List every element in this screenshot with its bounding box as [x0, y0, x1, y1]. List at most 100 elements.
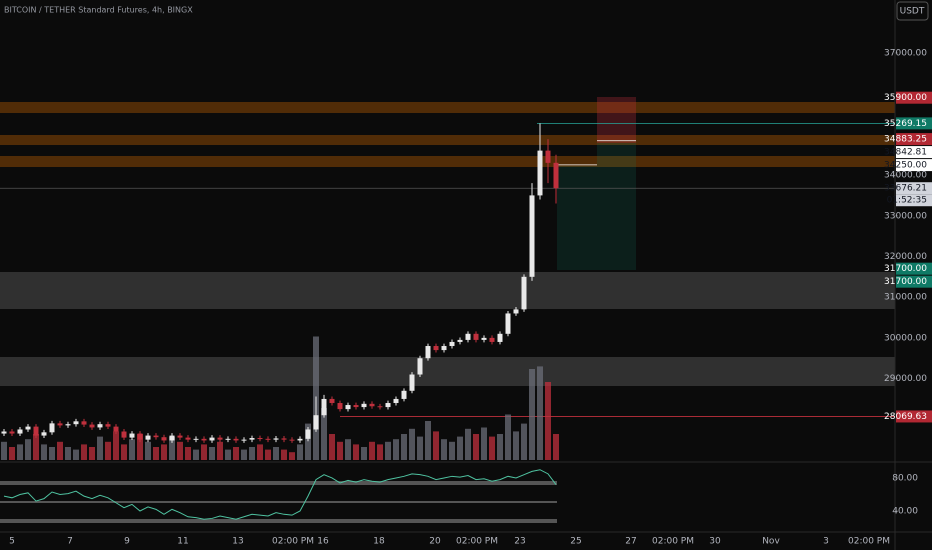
candle-body	[105, 424, 111, 427]
candle-body	[473, 333, 479, 340]
volume-bar	[177, 441, 183, 460]
price-tag-label: 35269.15	[884, 119, 927, 129]
volume-bar	[129, 439, 135, 460]
candle-body	[201, 438, 207, 441]
candle-body	[209, 437, 215, 441]
price-tag	[896, 133, 932, 146]
volume-bar	[417, 436, 423, 460]
x-tick-label: 02:00 PM	[456, 537, 498, 547]
volume-bar	[209, 447, 215, 460]
candle-body	[65, 424, 71, 426]
volume-bar	[377, 444, 383, 460]
resistance-zone	[0, 156, 895, 167]
volume-bar	[329, 434, 335, 460]
volume-bar	[521, 423, 527, 460]
volume-bar	[41, 444, 47, 460]
volume-bar	[25, 439, 31, 460]
currency-button[interactable]	[896, 1, 929, 21]
currency-label[interactable]: USDT	[900, 7, 925, 17]
rsi-band	[0, 481, 557, 485]
volume-bar	[265, 449, 271, 460]
resistance-zone	[0, 135, 895, 145]
candle-body	[409, 374, 415, 391]
volume-bar	[553, 434, 559, 460]
x-tick-label: 23	[514, 537, 525, 547]
volume-bar	[225, 449, 231, 460]
candle-body	[129, 433, 135, 438]
candle-body	[41, 432, 47, 436]
y-tick-label: 30000.00	[884, 333, 927, 343]
chart-title: BITCOIN / TETHER Standard Futures, 4h, B…	[4, 6, 193, 15]
y-tick-label: 32000.00	[884, 252, 927, 262]
volume-bar	[289, 452, 295, 460]
volume-bar	[409, 428, 415, 460]
candle-body	[489, 337, 495, 342]
candle-body	[241, 439, 247, 441]
support-zone	[0, 357, 895, 386]
target-box	[557, 166, 597, 270]
candle-body	[177, 435, 183, 438]
price-tag-label: 31700.00	[884, 264, 927, 274]
candle-body	[73, 421, 79, 425]
volume-bar	[465, 428, 471, 460]
candle-body	[97, 424, 103, 428]
volume-bar	[385, 441, 391, 460]
candle-body	[249, 438, 255, 440]
volume-bar	[353, 444, 359, 460]
volume-bar	[201, 444, 207, 460]
volume-bar	[81, 444, 87, 460]
volume-bar	[9, 447, 15, 460]
volume-bar	[497, 434, 503, 460]
candle-body	[33, 426, 39, 436]
volume-bar	[249, 447, 255, 460]
volume-bar	[161, 444, 167, 460]
candle-body	[9, 431, 15, 434]
x-tick-label: 27	[625, 537, 636, 547]
candle-body	[169, 435, 175, 441]
candle-body	[313, 415, 319, 430]
volume-bar	[233, 447, 239, 460]
candle-body	[385, 403, 391, 408]
candle-body	[89, 424, 95, 428]
price-tag	[896, 410, 932, 423]
candle-body	[57, 423, 63, 426]
volume-bar	[33, 434, 39, 460]
candle-body	[513, 309, 519, 314]
candle-body	[321, 398, 327, 416]
volume-bar	[297, 444, 303, 460]
x-tick-label: 02:00 PM	[272, 537, 314, 547]
candle-body	[233, 438, 239, 441]
candle-body	[329, 398, 335, 404]
volume-bar	[513, 431, 519, 460]
x-tick-label: 18	[373, 537, 385, 547]
volume-bar	[121, 444, 127, 460]
y-tick-label: 37000.00	[884, 48, 927, 58]
price-tag-label: 28069.63	[884, 412, 927, 422]
candle-body	[273, 438, 279, 440]
rsi-band	[0, 519, 557, 523]
candle-body	[121, 431, 127, 438]
candle-body	[425, 346, 431, 359]
volume-bar	[321, 408, 327, 460]
volume-bar	[481, 427, 487, 460]
price-tag	[896, 91, 932, 104]
candle-body	[17, 429, 23, 434]
price-tag-label: 34250.00	[884, 161, 927, 171]
candle-body	[185, 437, 191, 440]
price-tag-label: 33676.21	[884, 184, 927, 194]
volume-bar	[273, 447, 279, 460]
price-tag-label: 31700.00	[884, 277, 927, 287]
candle-body	[137, 433, 143, 440]
candle-body	[361, 403, 367, 408]
x-tick-label: 30	[709, 537, 721, 547]
volume-bar	[545, 382, 551, 460]
volume-bar	[361, 447, 367, 460]
candle-body	[345, 405, 351, 410]
candle-body	[225, 438, 231, 440]
y-tick-label: 33000.00	[884, 211, 927, 221]
candle-body	[49, 423, 55, 433]
candle-body	[457, 339, 463, 342]
candle-body	[305, 429, 311, 439]
x-tick-label: 11	[177, 537, 188, 547]
candle-body	[465, 333, 471, 340]
